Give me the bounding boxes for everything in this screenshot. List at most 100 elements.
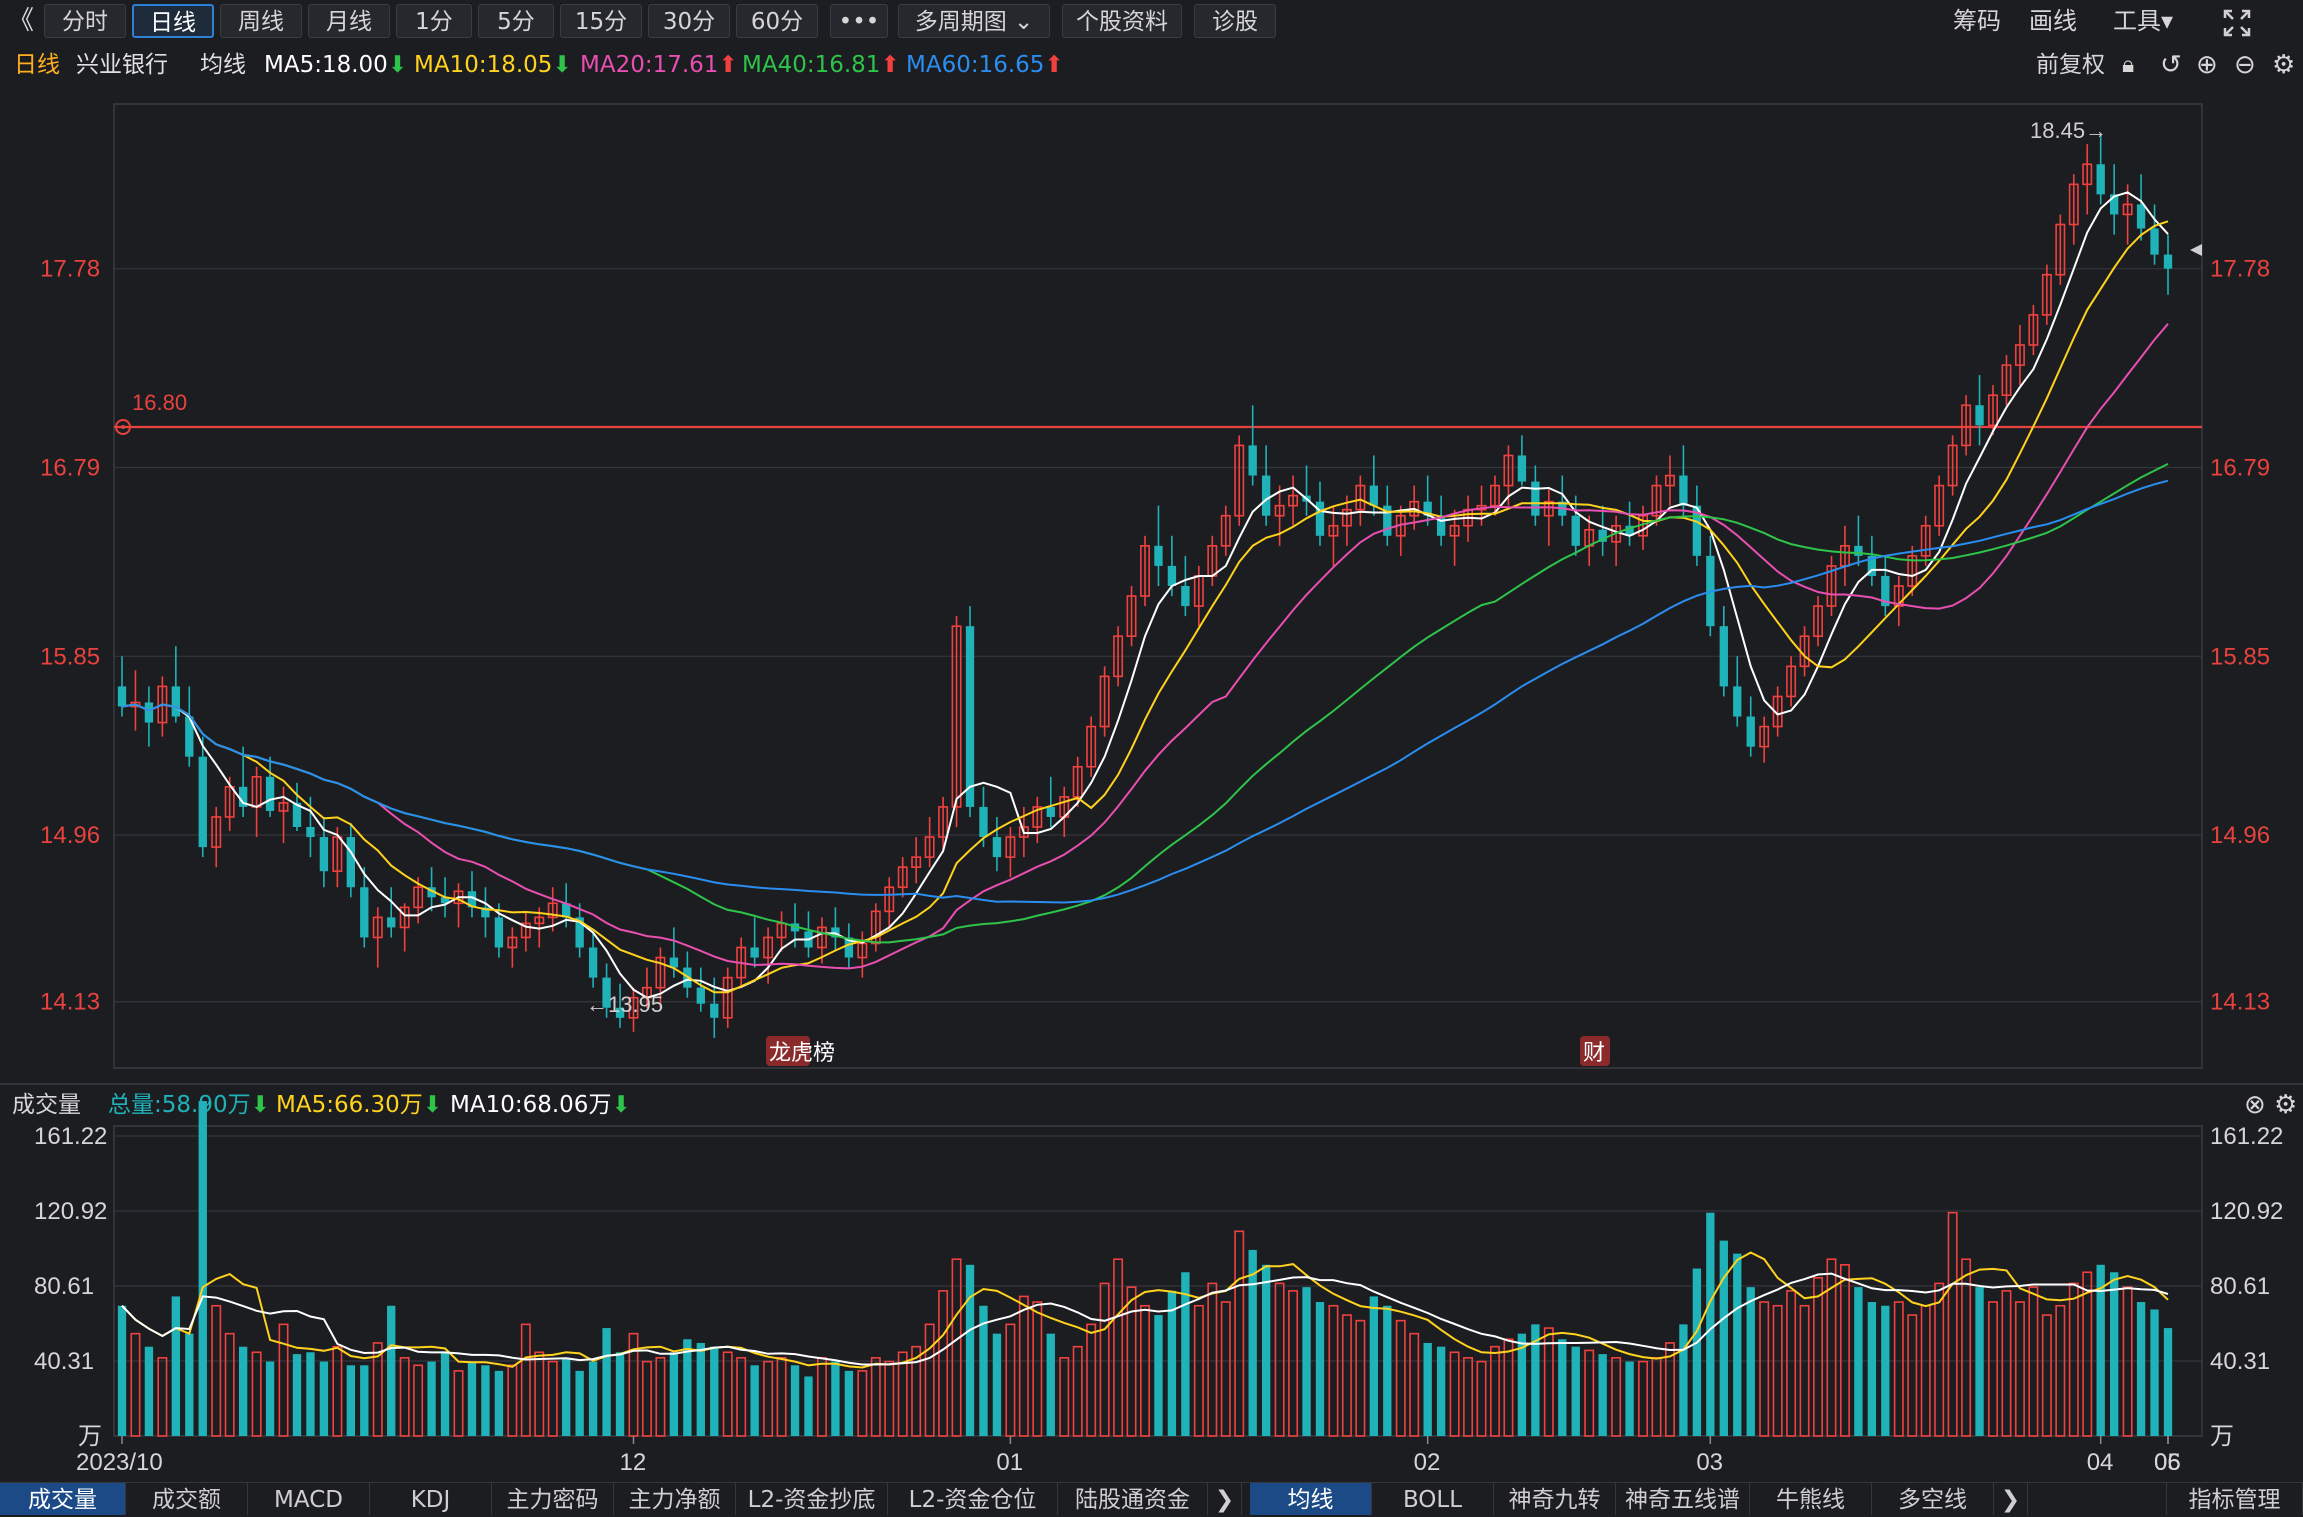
candle-body-down [1517,455,1527,482]
candle-body-up [1893,585,1904,607]
period-button-60min[interactable]: 60分 [736,4,818,38]
volume-bar-up [1059,1357,1070,1437]
candle-body-up [1988,394,1998,427]
period-button-30min[interactable]: 30分 [648,4,730,38]
volume-bar-up [722,1351,733,1437]
candle-body-up [507,936,518,949]
period-button-fenshi[interactable]: 分时 [44,4,126,38]
settings-gear-icon[interactable]: ⚙ [2272,50,2296,80]
reference-line-16-80: 16.80 [114,390,2202,435]
period-button-daily[interactable]: 日线 [132,4,214,38]
kline-chart[interactable]: 16.80 17.78 17.78 16.79 16.79 15.85 15.85 14.9… [0,0,2303,1482]
undo-icon[interactable]: ↺ [2160,50,2182,80]
volume-total-down-icon: ⬇ [250,1092,270,1118]
multi-period-dropdown[interactable]: 多周期图 ⌄ [898,4,1050,38]
tab-hk-connect[interactable]: 陆股通资金 [1058,1483,1208,1515]
tab-macd[interactable]: MACD [248,1483,370,1515]
volume-bar-up [1032,1301,1043,1437]
candle-body-down [1719,626,1728,687]
adjust-mode[interactable]: 前复权 [2036,52,2105,78]
draw-line-button[interactable]: 画线 [2029,7,2077,35]
tab-magic-five[interactable]: 神奇五线谱 [1616,1483,1750,1515]
indicator-name[interactable]: 均线 [200,52,246,78]
period-button-15min[interactable]: 15分 [560,4,642,38]
volume-bar-up [1961,1258,1972,1437]
volume-bar-down [602,1328,611,1436]
tabs-scroll-right-icon[interactable]: ❯ [1208,1483,1242,1515]
volume-bar-down [427,1361,436,1436]
volume-bar-down [683,1339,692,1436]
period-button-weekly[interactable]: 周线 [220,4,302,38]
ma5-down-arrow-icon: ⬇ [387,52,408,78]
volume-ma5-line [121,1251,2169,1369]
tab-l2-position[interactable]: L2-资金仓位 [888,1483,1058,1515]
tabs-right-scroll-icon[interactable]: ❯ [1994,1483,2028,1515]
zoom-in-icon[interactable]: ⊕ [2196,50,2218,80]
candle-body-down [2136,204,2146,229]
volume-bar-up [1395,1319,1406,1437]
period-button-5min[interactable]: 5分 [478,4,554,38]
candle-body-down [1571,515,1580,546]
volume-bar-up [413,1364,424,1437]
ma40-value: MA40:16.81⬆ [742,46,900,84]
volume-bar-up [332,1345,343,1437]
candle-body-up [1961,404,1972,447]
tab-turnover[interactable]: 成交额 [126,1483,248,1515]
event-badge-longhubang[interactable]: 龙虎榜 [766,1036,835,1066]
tab-magic-nine[interactable]: 神奇九转 [1494,1483,1616,1515]
volume-bar-down [171,1296,181,1436]
event-badge-finance[interactable]: 财 [1580,1036,1610,1066]
volume-settings-gear-icon[interactable]: ⚙ [2274,1090,2298,1120]
indicator-manage-button[interactable]: 指标管理 [2166,1483,2303,1515]
period-button-1min[interactable]: 1分 [396,4,472,38]
candle-body-up [1086,725,1097,768]
fullscreen-icon[interactable] [2222,8,2252,38]
date-tick-label: 04 [2087,1449,2114,1476]
volume-bar-up [776,1357,787,1437]
volume-bar-up [130,1332,141,1437]
candle-body-up [1543,500,1554,517]
indicator-tabs: 成交量 成交额 MACD KDJ 主力密码 主力净额 L2-资金抄底 L2-资金… [0,1482,2303,1515]
zoom-out-icon[interactable]: ⊖ [2234,50,2256,80]
ma40-line [121,463,2169,944]
close-panel-icon[interactable]: ⊗ [2244,1090,2266,1120]
tools-dropdown[interactable]: 工具▾ [2113,7,2174,35]
tab-volume[interactable]: 成交量 [0,1483,126,1515]
candle-body-down [710,1003,719,1018]
price-grid [114,268,2202,1003]
candle-body-up [897,866,908,889]
more-periods-button[interactable]: ••• [830,4,888,38]
stock-name[interactable]: 兴业银行 [76,52,168,78]
tab-l2-bottom[interactable]: L2-资金抄底 [736,1483,888,1515]
back-icon[interactable]: 《 [8,6,35,36]
tab-ma[interactable]: 均线 [1250,1483,1372,1515]
period-button-monthly[interactable]: 月线 [308,4,390,38]
tab-boll[interactable]: BOLL [1372,1483,1494,1515]
stock-profile-button[interactable]: 个股资料 [1062,4,1182,38]
tab-main-code[interactable]: 主力密码 [492,1483,614,1515]
candle-body-down [387,917,396,928]
volume-ma-lines [121,1251,2169,1369]
ma20-value: MA20:17.61⬆ [580,46,738,84]
volume-bar-up [1449,1351,1460,1437]
tab-long-short[interactable]: 多空线 [1872,1483,1994,1515]
tab-kdj[interactable]: KDJ [370,1483,492,1515]
volume-ma10-line [121,1272,2169,1366]
tab-bull-bear[interactable]: 牛熊线 [1750,1483,1872,1515]
diagnose-button[interactable]: 诊股 [1194,4,1276,38]
chips-button[interactable]: 筹码 [1953,7,2001,35]
candle-body-down [171,686,181,717]
date-tick-label: 01 [996,1449,1023,1476]
tab-main-net[interactable]: 主力净额 [614,1483,736,1515]
candle-body-up [1288,494,1299,507]
lock-icon[interactable]: 🔒︎ [2122,52,2135,78]
volume-ma5: MA5:66.30万⬇ [276,1086,442,1124]
candle-body-down [1625,525,1634,536]
volume-bar-up [1099,1282,1110,1437]
volume-bar-down [306,1352,315,1436]
ma5-line [121,191,2169,999]
candle-body-up [1826,565,1837,607]
candle-body-up [1813,605,1823,638]
candle-body-down [1692,505,1702,556]
candle-body-up [1947,444,1958,487]
